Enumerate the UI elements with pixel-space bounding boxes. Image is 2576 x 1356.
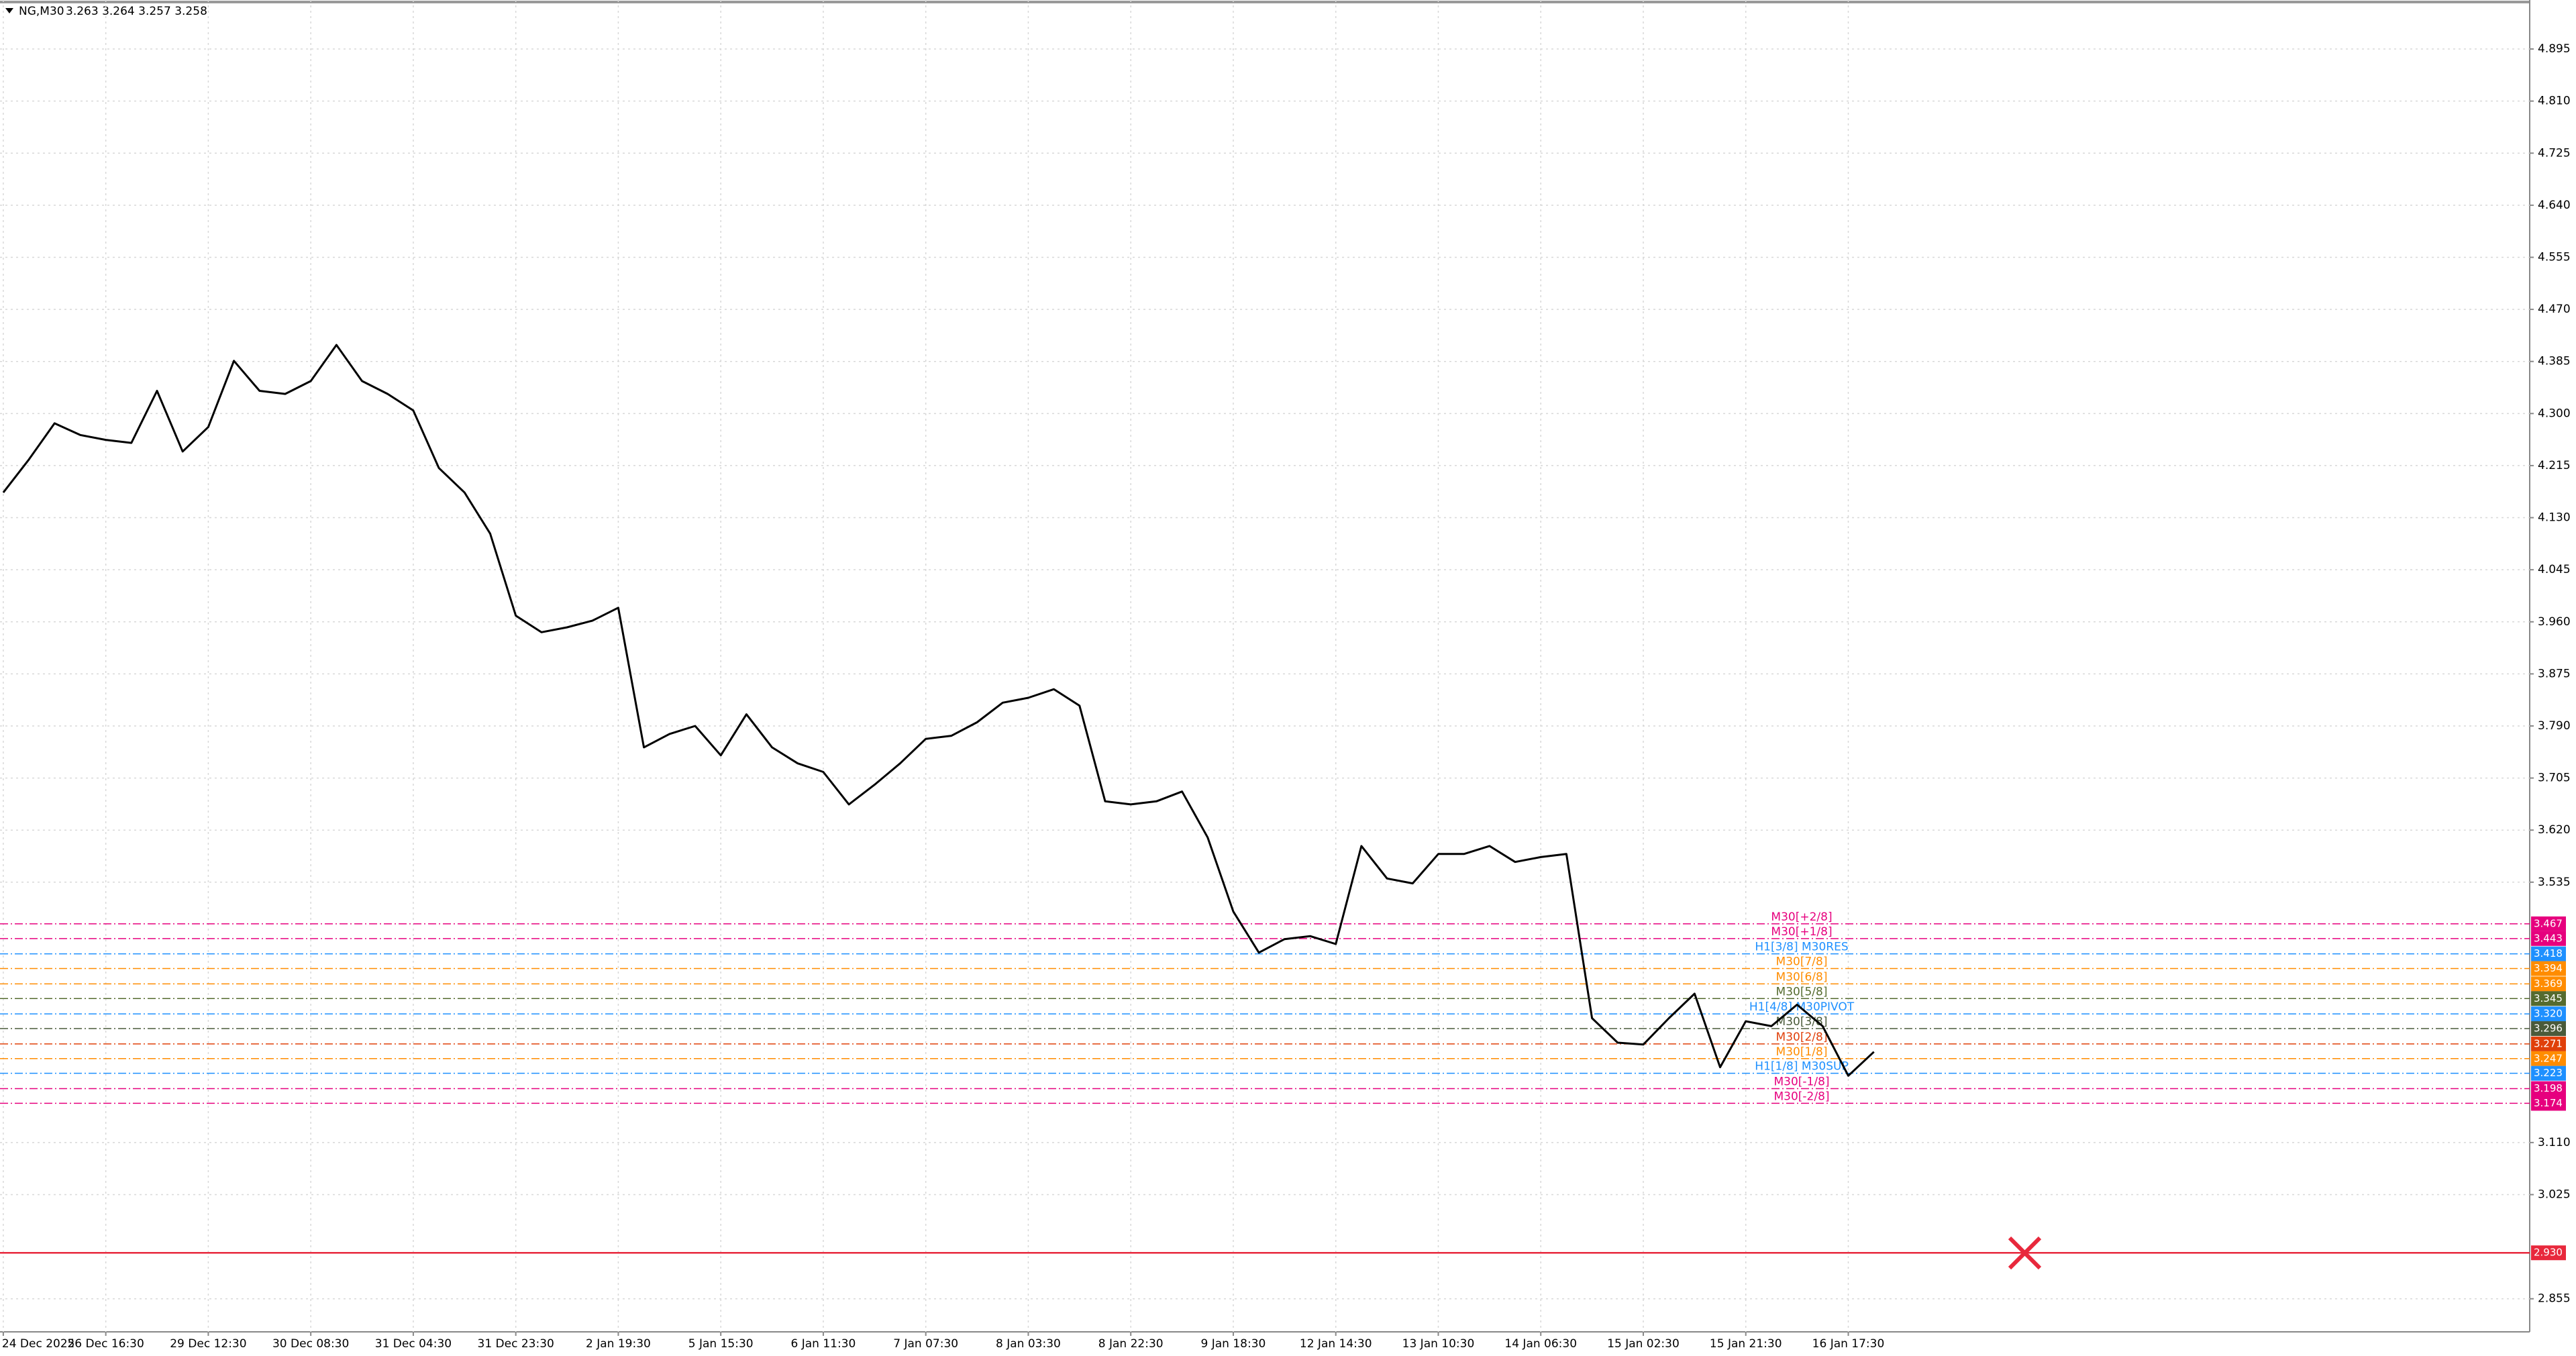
quote: 3.263 3.264 3.257 3.258 [66,5,207,18]
price-box-label: 3.271 [2534,1037,2563,1049]
price-box-label: 3.369 [2534,978,2563,990]
price-box [2531,931,2566,946]
level-label: H1[1/8] M30SUP [1755,1060,1848,1074]
x-tick-label: 6 Jan 11:30 [791,1337,856,1351]
level-label: M30[+1/8] [1771,925,1832,939]
x-tick-label: 31 Dec 04:30 [375,1337,452,1351]
level-label: M30[+2/8] [1771,910,1832,924]
price-box [2531,961,2566,976]
symbol: NG,M30 [19,5,64,18]
price-box-label: 3.394 [2534,962,2563,974]
level-label: M30[7/8] [1776,955,1828,969]
price-box [2531,1245,2566,1261]
price-box [2531,1096,2566,1111]
price-box-label: 3.223 [2534,1067,2563,1079]
x-tick-label: 15 Jan 02:30 [1607,1337,1680,1351]
price-box [2531,1065,2566,1081]
y-tick-label: 3.960 [2538,615,2571,629]
price-box-label: 3.247 [2534,1052,2563,1064]
level-label: M30[5/8] [1776,985,1828,998]
level-label: M30[-2/8] [1773,1090,1829,1103]
price-box [2531,916,2566,931]
y-tick-label: 4.300 [2538,407,2571,420]
price-box-label: 3.320 [2534,1008,2563,1020]
price-box-label: 2.930 [2534,1247,2563,1259]
x-tick-label: 30 Dec 08:30 [272,1337,349,1351]
x-tick-label: 8 Jan 22:30 [1098,1337,1164,1351]
x-tick-label: 14 Jan 06:30 [1504,1337,1577,1351]
price-box-label: 3.345 [2534,992,2563,1004]
x-tick-label: 31 Dec 23:30 [478,1337,554,1351]
x-tick-label: 16 Jan 17:30 [1812,1337,1885,1351]
x-tick-label: 13 Jan 10:30 [1402,1337,1475,1351]
price-box [2531,1051,2566,1066]
price-box [2531,976,2566,992]
y-tick-label: 4.895 [2538,42,2571,56]
y-tick-label: 4.385 [2538,355,2571,368]
price-box-label: 3.418 [2534,947,2563,959]
y-tick-label: 4.045 [2538,563,2571,576]
y-tick-label: 3.620 [2538,823,2571,837]
price-box [2531,991,2566,1006]
y-tick-label: 4.640 [2538,199,2571,212]
y-tick-label: 3.535 [2538,876,2571,889]
y-tick-label: 3.110 [2538,1136,2571,1149]
y-tick-label: 4.555 [2538,250,2571,264]
x-tick-label: 7 Jan 07:30 [893,1337,958,1351]
y-tick-label: 2.855 [2538,1292,2571,1306]
price-box [2531,1081,2566,1096]
x-tick-label: 9 Jan 18:30 [1201,1337,1266,1351]
level-label: M30[6/8] [1776,970,1828,984]
level-label: H1[4/8] M30PIVOT [1749,1000,1855,1014]
price-box [2531,1006,2566,1022]
header-arrow [5,8,13,13]
price-box [2531,1036,2566,1051]
x-tick-label: 8 Jan 03:30 [996,1337,1061,1351]
y-tick-label: 4.130 [2538,511,2571,525]
y-tick-label: 4.810 [2538,95,2571,108]
price-box-label: 3.443 [2534,932,2563,944]
price-line [2,344,1875,1077]
y-tick-label: 3.790 [2538,719,2571,733]
x-tick-label: 29 Dec 12:30 [170,1337,246,1351]
price-box [2531,946,2566,961]
x-tick-label: 26 Dec 16:30 [67,1337,144,1351]
y-tick-label: 3.705 [2538,772,2571,785]
x-tick-label: 15 Jan 21:30 [1710,1337,1782,1351]
y-tick-label: 3.025 [2538,1188,2571,1201]
y-tick-label: 4.215 [2538,459,2571,472]
x-tick-label: 2 Jan 19:30 [586,1337,651,1351]
price-box-label: 3.198 [2534,1082,2563,1094]
y-tick-label: 3.875 [2538,667,2571,680]
y-tick-label: 4.725 [2538,146,2571,160]
x-tick-label: 12 Jan 14:30 [1300,1337,1372,1351]
level-label: H1[3/8] M30RES [1755,941,1848,954]
x-tick-label: 24 Dec 2025 [2,1337,75,1351]
x-tick-label: 5 Jan 15:30 [688,1337,754,1351]
price-box-label: 3.467 [2534,917,2563,929]
level-label: M30[-1/8] [1773,1076,1829,1089]
level-label: M30[2/8] [1776,1031,1828,1044]
price-box-label: 3.174 [2534,1097,2563,1109]
level-label: M30[1/8] [1776,1045,1828,1059]
price-box [2531,1021,2566,1037]
price-box-label: 3.296 [2534,1023,2563,1035]
y-tick-label: 4.470 [2538,303,2571,316]
